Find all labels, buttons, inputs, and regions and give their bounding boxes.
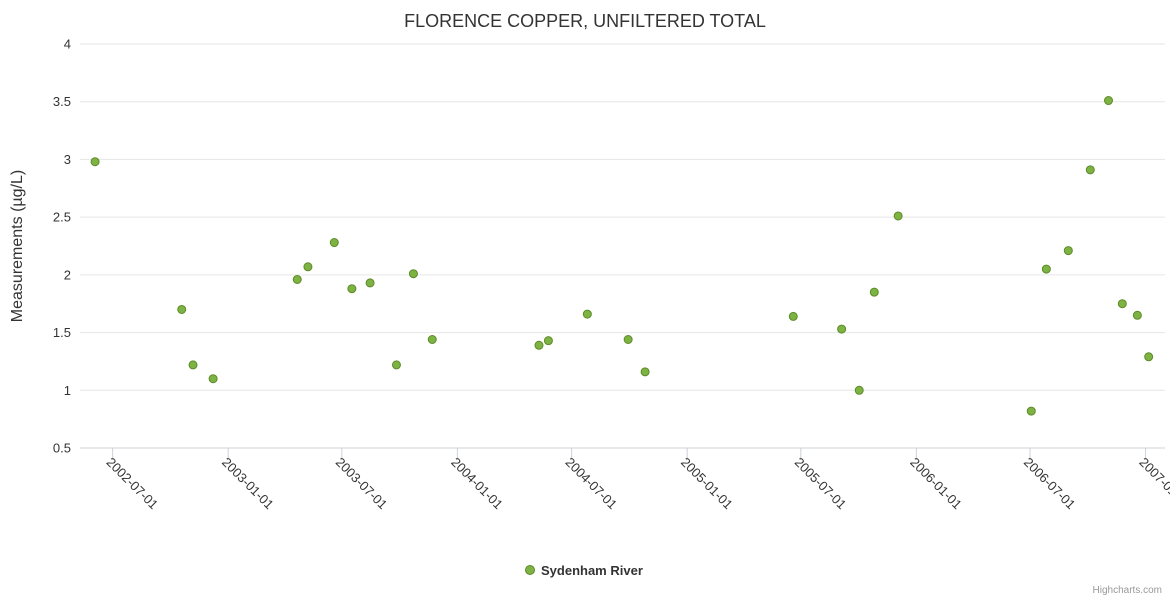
x-axis-label: 2006-01-01	[907, 455, 965, 513]
data-point[interactable]	[623, 334, 633, 344]
data-point[interactable]	[640, 367, 650, 377]
data-point[interactable]	[177, 304, 187, 314]
legend[interactable]: Sydenham River	[525, 563, 643, 578]
x-axis-label: 2004-07-01	[563, 455, 621, 513]
data-point[interactable]	[837, 324, 847, 334]
data-points	[90, 96, 1154, 416]
data-point[interactable]	[1063, 246, 1073, 256]
legend-label: Sydenham River	[541, 563, 643, 578]
data-point[interactable]	[1026, 406, 1036, 416]
data-point[interactable]	[408, 269, 418, 279]
y-axis-label: 2	[64, 267, 71, 282]
x-axis-label: 2003-07-01	[333, 455, 391, 513]
data-point[interactable]	[329, 238, 339, 248]
y-axis-title: Measurements (µg/L)	[9, 170, 26, 322]
data-point[interactable]	[854, 385, 864, 395]
data-point[interactable]	[1085, 165, 1095, 175]
data-point[interactable]	[893, 211, 903, 221]
data-point[interactable]	[208, 374, 218, 384]
data-point[interactable]	[534, 340, 544, 350]
data-point[interactable]	[1144, 352, 1154, 362]
chart-title: FLORENCE COPPER, UNFILTERED TOTAL	[404, 11, 766, 31]
x-axis-label: 2004-01-01	[448, 455, 506, 513]
y-axis-label: 3	[64, 152, 71, 167]
data-point[interactable]	[303, 262, 313, 272]
data-point[interactable]	[391, 360, 401, 370]
data-point[interactable]	[582, 309, 592, 319]
y-axis-label: 0.5	[53, 441, 71, 456]
y-axis-label: 2.5	[53, 210, 71, 225]
data-point[interactable]	[869, 287, 879, 297]
data-point[interactable]	[188, 360, 198, 370]
axes: 0.5 1 1.5 2 2.5 3 3.5 4 2002-07-01 2003-01-01 2003…	[53, 37, 1170, 513]
x-axis-label: 2006-07-01	[1021, 455, 1079, 513]
x-axis-label: 2007-01-01	[1136, 455, 1170, 513]
data-point[interactable]	[543, 336, 553, 346]
x-axis-label: 2005-07-01	[792, 455, 850, 513]
highcharts-credits-link[interactable]: Highcharts.com	[1093, 585, 1162, 596]
data-point[interactable]	[1041, 264, 1051, 274]
legend-marker-icon	[525, 565, 535, 575]
y-axis-label: 1.5	[53, 325, 71, 340]
data-point[interactable]	[1132, 310, 1142, 320]
data-point[interactable]	[90, 157, 100, 167]
y-axis-label: 4	[64, 37, 71, 52]
data-point[interactable]	[1103, 96, 1113, 106]
data-point[interactable]	[347, 284, 357, 294]
data-point[interactable]	[427, 334, 437, 344]
x-axis-label: 2005-01-01	[678, 455, 736, 513]
data-point[interactable]	[365, 278, 375, 288]
x-axis-label: 2003-01-01	[219, 455, 277, 513]
y-axis-label: 1	[64, 383, 71, 398]
x-axis-label: 2002-07-01	[104, 455, 162, 513]
y-axis-label: 3.5	[53, 94, 71, 109]
data-point[interactable]	[292, 274, 302, 284]
gridlines	[80, 43, 1165, 449]
data-point[interactable]	[788, 311, 798, 321]
data-point[interactable]	[1117, 299, 1127, 309]
